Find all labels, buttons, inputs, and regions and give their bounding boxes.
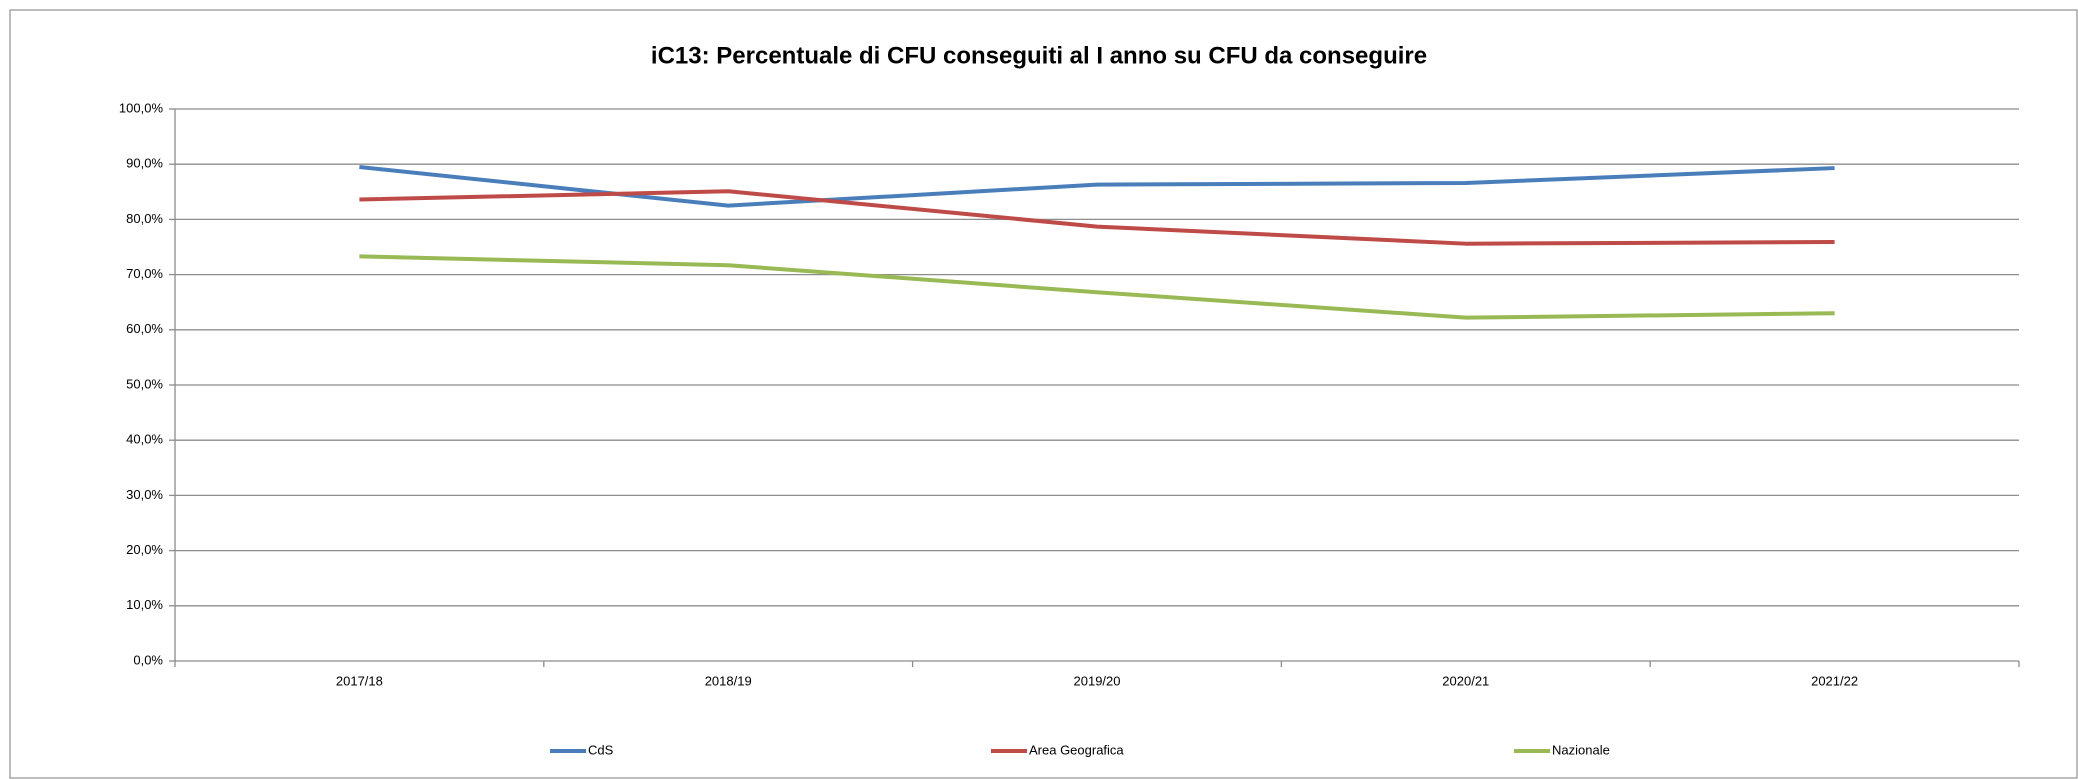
x-tick-label: 2021/22 <box>1811 673 1858 688</box>
y-tick-label: 0,0% <box>133 652 163 667</box>
series-line <box>359 254 1835 320</box>
y-tick-label: 50,0% <box>126 376 163 391</box>
y-tick-label: 40,0% <box>126 432 163 447</box>
y-tick-label: 70,0% <box>126 266 163 281</box>
y-tick-label: 60,0% <box>126 321 163 336</box>
chart-title: iC13: Percentuale di CFU conseguiti al I… <box>651 42 1427 69</box>
y-tick-label: 20,0% <box>126 542 163 557</box>
y-tick-label: 30,0% <box>126 487 163 502</box>
y-tick-label: 10,0% <box>126 597 163 612</box>
x-tick-label: 2020/21 <box>1442 673 1489 688</box>
y-tick-label: 100,0% <box>119 100 164 115</box>
x-tick-label: 2017/18 <box>336 673 383 688</box>
y-tick-label: 80,0% <box>126 211 163 226</box>
series-line <box>359 189 1835 246</box>
x-tick-label: 2018/19 <box>705 673 752 688</box>
legend-label: Area Geografica <box>1029 742 1124 757</box>
legend-label: CdS <box>588 742 614 757</box>
chart-border <box>9 9 2078 779</box>
legend-label: Nazionale <box>1552 742 1610 757</box>
x-tick-label: 2019/20 <box>1074 673 1121 688</box>
y-tick-label: 90,0% <box>126 156 163 171</box>
